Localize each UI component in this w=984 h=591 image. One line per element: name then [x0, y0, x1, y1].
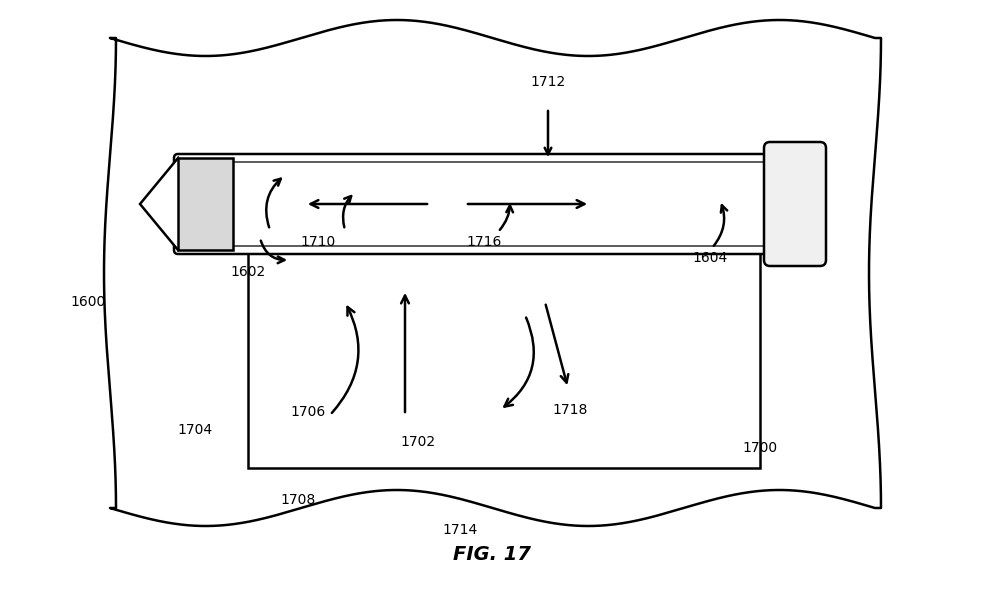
Text: 1704: 1704	[177, 423, 213, 437]
Text: FIG. 17: FIG. 17	[453, 545, 531, 564]
Text: 1712: 1712	[530, 75, 566, 89]
FancyBboxPatch shape	[764, 142, 826, 266]
Polygon shape	[140, 158, 190, 250]
Bar	[178, 158, 233, 250]
Bar	[248, 242, 760, 468]
FancyBboxPatch shape	[174, 154, 804, 254]
Text: 1600: 1600	[71, 295, 105, 309]
Text: 1716: 1716	[466, 235, 502, 249]
Text: 1710: 1710	[300, 235, 336, 249]
Text: 1700: 1700	[743, 441, 777, 455]
Text: 1602: 1602	[230, 265, 266, 279]
Text: 1604: 1604	[693, 251, 727, 265]
Text: 1702: 1702	[400, 435, 436, 449]
Text: 1714: 1714	[443, 523, 477, 537]
Text: 1708: 1708	[280, 493, 316, 507]
Text: 1706: 1706	[290, 405, 326, 419]
Text: 1718: 1718	[552, 403, 587, 417]
